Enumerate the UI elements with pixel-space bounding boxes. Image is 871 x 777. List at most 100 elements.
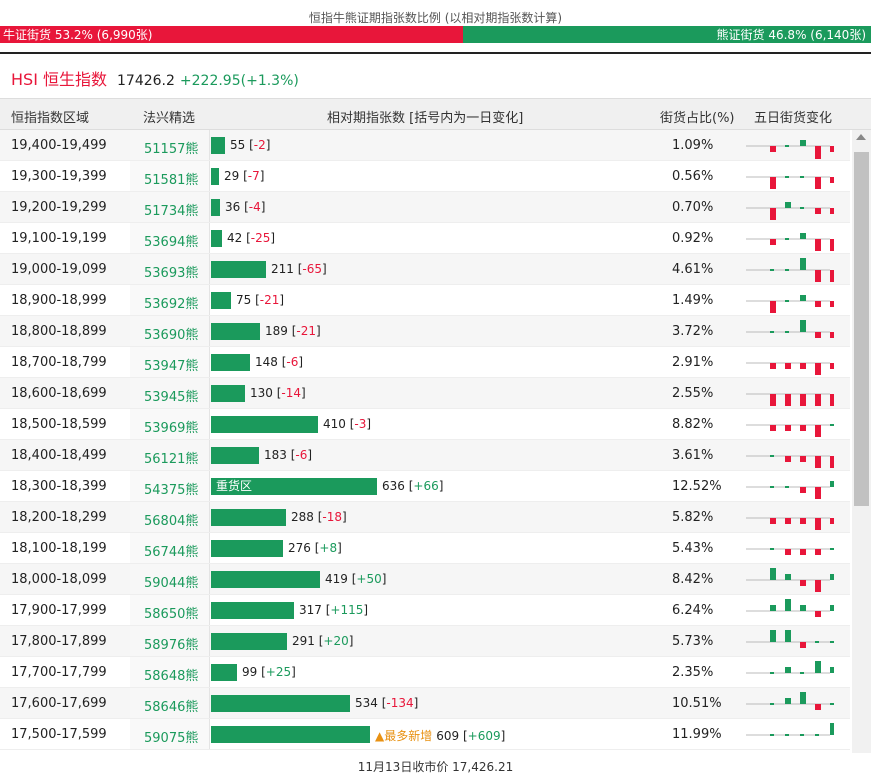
row-contracts-bar: 重货区 xyxy=(211,478,377,495)
spark-bar xyxy=(785,238,789,240)
row-pick-cell: 53947熊 xyxy=(130,347,210,377)
row-five-day-chart xyxy=(746,481,834,499)
row-pick-code-link[interactable]: 56744熊 xyxy=(144,545,199,560)
row-pick-code-link[interactable]: 53947熊 xyxy=(144,359,199,374)
row-pick-code-link[interactable]: 54375熊 xyxy=(144,483,199,498)
spark-bar xyxy=(830,177,834,183)
row-contracts-value: 148 [-6] xyxy=(255,355,304,369)
row-pick-code-link[interactable]: 59075熊 xyxy=(144,731,199,746)
index-name[interactable]: HSI 恒生指数 xyxy=(11,70,107,89)
row-contracts-bar xyxy=(211,509,286,526)
spark-bar xyxy=(785,331,789,333)
row-pick-cell: 51157熊 xyxy=(130,130,210,160)
row-share: 5.73% xyxy=(672,634,714,649)
spark-bar xyxy=(830,481,834,487)
row-pick-cell: 54375熊 xyxy=(130,471,210,501)
row-pick-code-link[interactable]: 51581熊 xyxy=(144,173,199,188)
spark-bar xyxy=(815,208,821,214)
spark-bar xyxy=(770,208,776,220)
row-pick-code-link[interactable]: 53693熊 xyxy=(144,266,199,281)
row-contracts-value: 183 [-6] xyxy=(264,448,313,462)
spark-bar xyxy=(785,269,789,271)
row-contracts-value: 276 [+8] xyxy=(288,541,342,555)
row-range: 18,000-18,099 xyxy=(11,572,107,587)
row-pick-code-link[interactable]: 53969熊 xyxy=(144,421,199,436)
row-pick-code-link[interactable]: 53690熊 xyxy=(144,328,199,343)
row-contracts-count: 288 xyxy=(291,510,314,524)
scrollbar[interactable] xyxy=(852,130,871,753)
row-pick-code-link[interactable]: 53692熊 xyxy=(144,297,199,312)
row-daily-change: -21 xyxy=(259,293,280,307)
spark-bar xyxy=(815,611,821,617)
row-pick-code-link[interactable]: 56121熊 xyxy=(144,452,199,467)
row-pick-code-link[interactable]: 53694熊 xyxy=(144,235,199,250)
row-range: 17,900-17,999 xyxy=(11,603,107,618)
spark-bar xyxy=(800,425,806,431)
row-daily-change: -3 xyxy=(354,417,367,431)
spark-bar xyxy=(830,605,834,611)
row-five-day-chart xyxy=(746,692,834,710)
heavy-zone-label: 重货区 xyxy=(216,479,253,493)
row-contracts-count: 189 xyxy=(265,324,288,338)
row-pick-code-link[interactable]: 53945熊 xyxy=(144,390,199,405)
row-pick-cell: 58646熊 xyxy=(130,688,210,718)
scroll-thumb[interactable] xyxy=(854,152,869,506)
spark-bar xyxy=(785,667,791,673)
row-pick-code-link[interactable]: 58648熊 xyxy=(144,669,199,684)
spark-bar xyxy=(815,301,821,307)
table-row: 18,500-18,599 53969熊 410 [-3] 8.82% xyxy=(0,409,850,440)
spark-bar xyxy=(770,455,774,457)
spark-bar xyxy=(830,723,834,735)
spark-bar xyxy=(800,549,806,555)
bull-share-segment: 牛证街货 53.2% (6,990张) xyxy=(0,26,464,43)
row-pick-code-link[interactable]: 58650熊 xyxy=(144,607,199,622)
row-contracts-value: 99 [+25] xyxy=(242,665,296,679)
row-five-day-chart xyxy=(746,362,834,375)
row-daily-change: -4 xyxy=(248,200,261,214)
spark-bar xyxy=(800,295,806,301)
table-row: 18,100-18,199 56744熊 276 [+8] 5.43% xyxy=(0,533,850,564)
row-share: 2.91% xyxy=(672,355,714,370)
row-contracts-bar xyxy=(211,385,245,402)
row-pick-code-link[interactable]: 51157熊 xyxy=(144,142,199,157)
table-row: 19,200-19,299 51734熊 36 [-4] 0.70% xyxy=(0,192,850,223)
row-daily-change: +115 xyxy=(330,603,364,617)
row-pick-cell: 56744熊 xyxy=(130,533,210,563)
row-pick-code-link[interactable]: 56804熊 xyxy=(144,514,199,529)
row-range: 18,600-18,699 xyxy=(11,386,107,401)
row-contracts-count: 419 xyxy=(325,572,348,586)
row-pick-code-link[interactable]: 59044熊 xyxy=(144,576,199,591)
spark-bar xyxy=(800,605,806,611)
spark-bar xyxy=(815,641,819,643)
row-pick-code-link[interactable]: 58976熊 xyxy=(144,638,199,653)
row-contracts-count: 42 xyxy=(227,231,243,245)
row-five-day-chart xyxy=(746,630,834,648)
spark-bar xyxy=(785,456,791,462)
row-range: 19,000-19,099 xyxy=(11,262,107,277)
header-contracts: 相对期指张数 [括号内为一日变化] xyxy=(327,111,524,126)
scroll-up-arrow-icon[interactable] xyxy=(856,134,866,140)
header-pick: 法兴精选 xyxy=(143,111,196,126)
row-contracts-value: 211 [-65] xyxy=(271,262,327,276)
spark-bar xyxy=(815,704,821,710)
table-row: 17,500-17,599 59075熊 ▲最多新增 609 [+609] 11.99% xyxy=(0,719,850,750)
spark-bar xyxy=(815,425,821,437)
row-pick-code-link[interactable]: 51734熊 xyxy=(144,204,199,219)
row-pick-cell: 53692熊 xyxy=(130,285,210,315)
row-contracts-count: 636 xyxy=(382,479,405,493)
spark-bar xyxy=(830,518,834,524)
row-pick-cell: 53693熊 xyxy=(130,254,210,284)
row-five-day-chart xyxy=(746,661,834,674)
table-row: 18,300-18,399 54375熊 重货区 636 [+66] 12.52% xyxy=(0,471,850,502)
spark-bar xyxy=(770,269,774,271)
spark-bar xyxy=(785,145,789,147)
row-daily-change: -6 xyxy=(286,355,299,369)
row-range: 18,300-18,399 xyxy=(11,479,107,494)
row-pick-code-link[interactable]: 58646熊 xyxy=(144,700,199,715)
row-pick-cell: 56121熊 xyxy=(130,440,210,470)
row-pick-cell: 58648熊 xyxy=(130,657,210,687)
row-range: 17,800-17,899 xyxy=(11,634,107,649)
spark-bar xyxy=(785,574,791,580)
row-contracts-count: 55 xyxy=(230,138,246,152)
table-row: 18,000-18,099 59044熊 419 [+50] 8.42% xyxy=(0,564,850,595)
